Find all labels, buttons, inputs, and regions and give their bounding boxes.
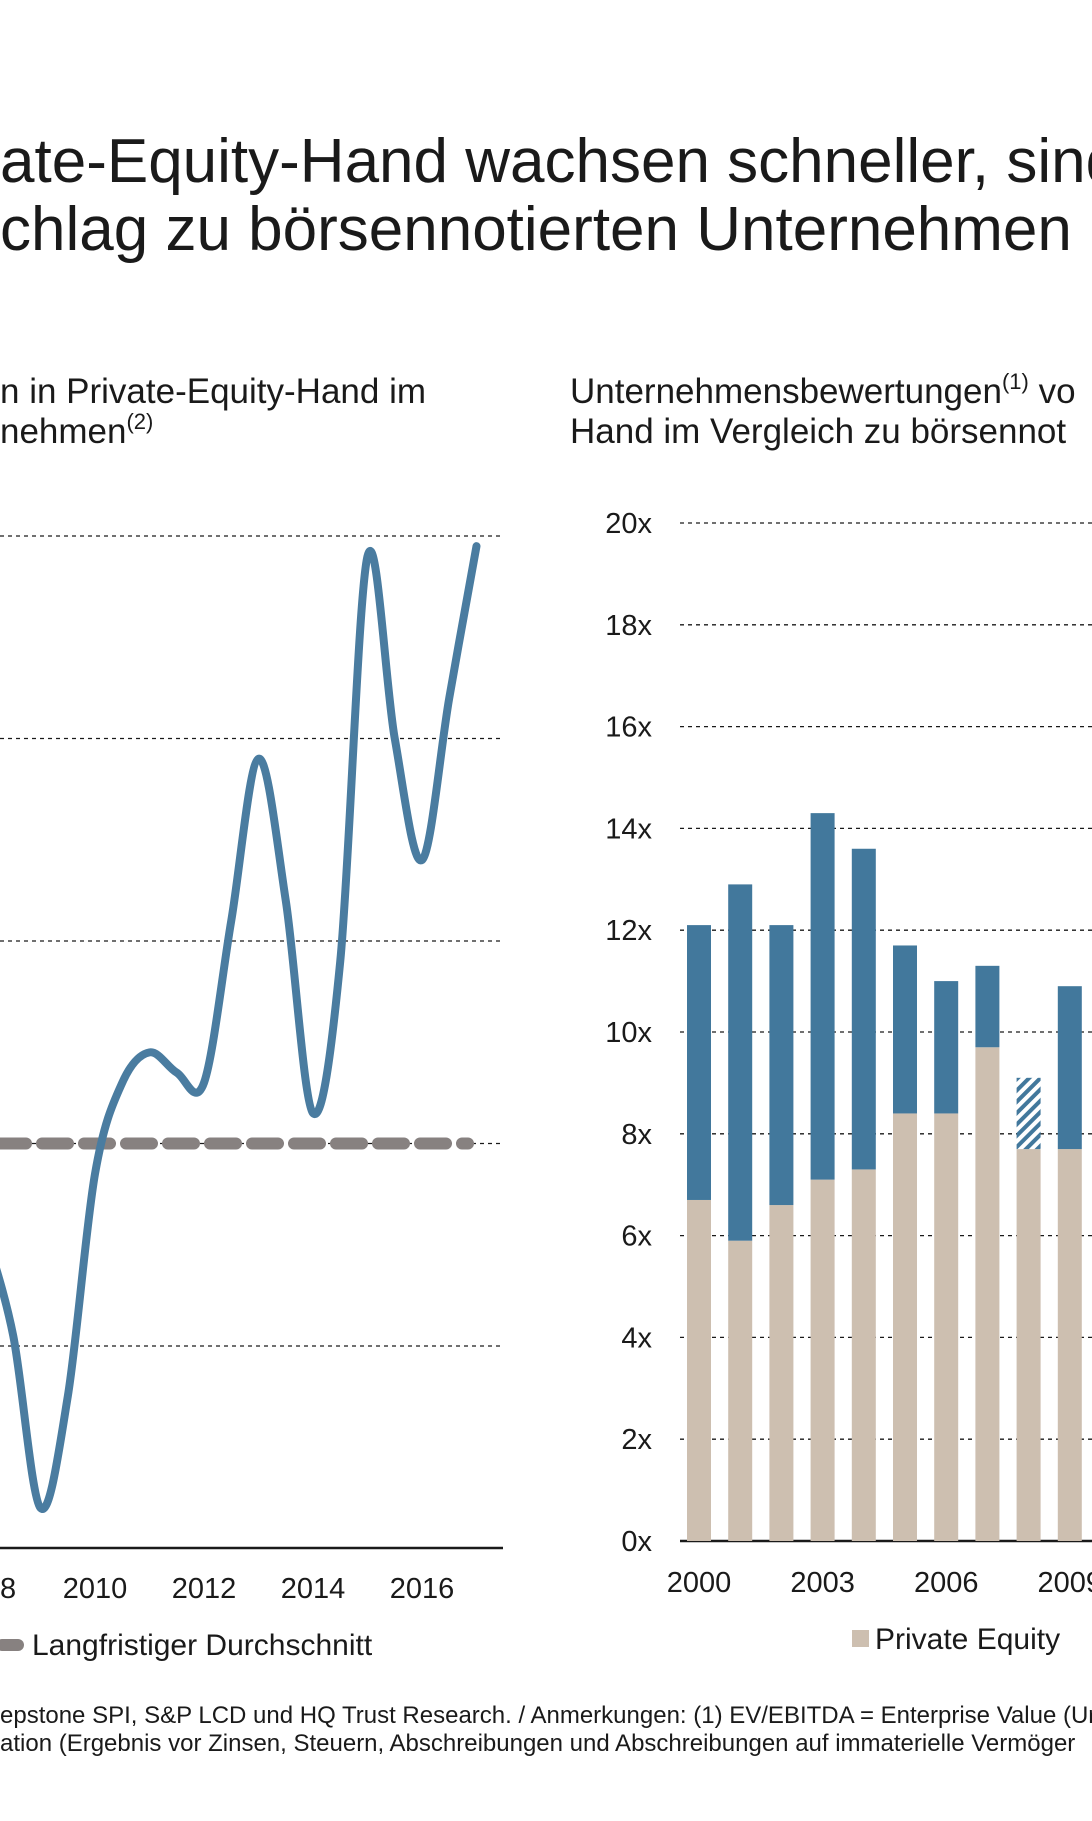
bar-private-equity-2001 xyxy=(728,1240,753,1541)
bar-private-equity-2002 xyxy=(769,1205,794,1541)
legends: Langfristiger Durchschnitt Private Equity xyxy=(0,1623,1060,1662)
left-x-tick-label-3: 2014 xyxy=(281,1573,346,1605)
legend-average-label: Langfristiger Durchschnitt xyxy=(32,1629,373,1662)
y-tick-label-4: 4x xyxy=(621,1322,652,1354)
main-series-line xyxy=(0,542,481,1514)
y-tick-label-16: 16x xyxy=(605,712,652,744)
y-tick-label-12: 12x xyxy=(605,915,652,947)
bar-public-2005 xyxy=(893,945,917,1114)
left-chart-subtitle: n in Private-Equity-Hand im nehmen(2) xyxy=(0,372,426,452)
right-subtitle-line-1-tail: vo xyxy=(1028,372,1076,411)
bar-public-2006 xyxy=(934,981,959,1114)
bar-private-equity-2008 xyxy=(1016,1149,1041,1541)
x-tick-label-2000: 2000 xyxy=(667,1567,732,1599)
right-subtitle-line-2: Hand im Vergleich zu börsennot xyxy=(570,412,1067,451)
title-line-1: ate-Equity-Hand wachsen schneller, sind xyxy=(0,127,1092,196)
right-chart-subtitle: Unternehmensbewertungen(1) vo Hand im Ve… xyxy=(570,369,1076,452)
footer-line-1: epstone SPI, S&P LCD und HQ Trust Resear… xyxy=(0,1702,1092,1729)
bar-public-2001 xyxy=(728,884,753,1241)
title-line-2: chlag zu börsennotierten Unternehmen b xyxy=(0,195,1092,264)
y-tick-label-2: 2x xyxy=(621,1424,652,1456)
left-line-chart: 8 2010 2012 2014 2016 xyxy=(0,535,503,1605)
y-tick-label-0: 0x xyxy=(621,1526,652,1558)
y-tick-label-6: 6x xyxy=(621,1221,652,1253)
bar-private-equity-2004 xyxy=(851,1169,876,1541)
bar-public-2009 xyxy=(1057,986,1082,1150)
legend-private-equity-swatch xyxy=(852,1630,869,1647)
y-tick-label-10: 10x xyxy=(605,1017,652,1049)
right-subtitle-line-1: Unternehmensbewertungen(1) vo xyxy=(570,369,1076,412)
left-x-tick-label-4: 2016 xyxy=(390,1573,455,1605)
left-x-tick-label-0: 8 xyxy=(0,1573,16,1605)
left-subtitle-line-1: n in Private-Equity-Hand im xyxy=(0,372,426,411)
footer-line-2: ation (Ergebnis vor Zinsen, Steuern, Abs… xyxy=(0,1730,1076,1757)
x-tick-label-2003: 2003 xyxy=(790,1567,855,1599)
bar-private-equity-2006 xyxy=(934,1113,959,1541)
right-subtitle-footnote: (1) xyxy=(1001,369,1029,394)
right-subtitle-line-1-text: Unternehmensbewertungen xyxy=(570,372,1002,411)
y-tick-label-14: 14x xyxy=(605,813,652,845)
left-subtitle-footnote: (2) xyxy=(126,409,154,434)
bar-public-2007 xyxy=(975,965,1000,1048)
x-tick-label-2006: 2006 xyxy=(914,1567,979,1599)
left-subtitle-line-2-text: nehmen xyxy=(0,412,127,451)
bar-public-2002 xyxy=(769,925,794,1206)
right-bar-chart: 0x 2x 4x 6x 8x 10x 12x 14x 16x 18x 20x 2000 2003 2006… xyxy=(605,508,1092,1599)
y-tick-label-20: 20x xyxy=(605,508,652,540)
x-tick-label-2009: 2009 xyxy=(1038,1567,1092,1599)
bar-private-equity-2009 xyxy=(1057,1149,1082,1541)
bar-private-equity-2005 xyxy=(893,1113,917,1541)
left-x-tick-label-2: 2012 xyxy=(172,1573,237,1605)
page-title: ate-Equity-Hand wachsen schneller, sind … xyxy=(0,128,1092,264)
y-tick-label-8: 8x xyxy=(621,1119,652,1151)
bar-private-equity-2007 xyxy=(975,1047,1000,1541)
legend-private-equity-label: Private Equity xyxy=(875,1623,1060,1656)
bar-private-equity-2000 xyxy=(687,1199,711,1541)
left-subtitle-line-2: nehmen(2) xyxy=(0,409,426,452)
y-tick-label-18: 18x xyxy=(605,610,652,642)
bar-public-2000 xyxy=(687,925,711,1200)
footer-source: epstone SPI, S&P LCD und HQ Trust Resear… xyxy=(0,1702,1092,1758)
bar-public-2003 xyxy=(810,813,835,1180)
bar-private-equity-2003 xyxy=(810,1179,835,1541)
left-x-tick-label-1: 2010 xyxy=(63,1573,128,1605)
bar-public-2008 xyxy=(1016,1077,1041,1150)
bar-public-2004 xyxy=(851,848,876,1170)
